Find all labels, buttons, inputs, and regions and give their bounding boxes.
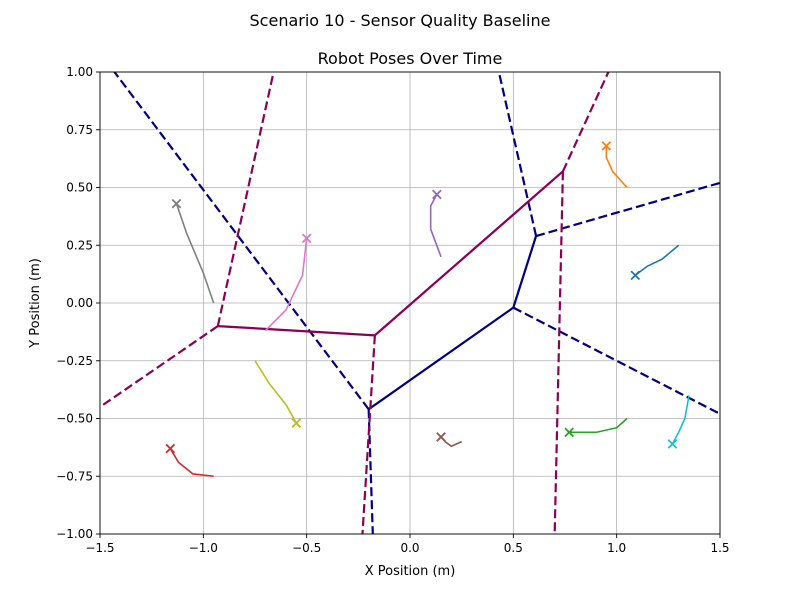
marker-stroke — [165, 443, 176, 454]
x-tick-label: 1.5 — [710, 541, 729, 555]
robot-trajectory-line — [264, 238, 308, 332]
voronoi-navy-dashed-edge — [113, 72, 370, 410]
robot-trajectory-line — [175, 203, 215, 304]
marker-stroke — [171, 198, 182, 209]
y-tick-label: −0.75 — [56, 469, 93, 483]
robot-trajectory-line — [634, 244, 680, 276]
voronoi-purple-dashed-edge — [561, 72, 610, 172]
robot-pose-marker — [165, 443, 176, 454]
robot-pose-marker — [436, 432, 446, 442]
voronoi-purple-solid-edge — [217, 325, 375, 337]
y-tick-label: 0.25 — [66, 238, 93, 252]
chart-title: Robot Poses Over Time — [318, 49, 503, 68]
y-tick-label: −1.00 — [56, 527, 93, 541]
x-tick-label: 0.0 — [400, 541, 419, 555]
x-axis-label: X Position (m) — [365, 564, 456, 579]
robot-pose-marker — [291, 418, 302, 428]
marker-stroke — [630, 270, 641, 281]
x-tick-label: −0.5 — [292, 541, 321, 555]
robot-trajectory-line — [671, 395, 690, 445]
voronoi-navy-dashed-edge — [535, 181, 720, 238]
y-tick-label: −0.25 — [56, 354, 93, 368]
robot-pose-marker — [301, 233, 312, 244]
marker-stroke — [436, 432, 446, 442]
voronoi-purple-dashed-edge — [553, 171, 565, 534]
figure-suptitle: Scenario 10 - Sensor Quality Baseline — [250, 11, 551, 30]
voronoi-navy-dashed-edge — [497, 72, 538, 237]
robot-trajectory-line — [605, 145, 628, 189]
y-tick-label: 0.00 — [66, 296, 93, 310]
marker-stroke — [564, 427, 574, 438]
robot-trajectory-line — [569, 417, 628, 434]
voronoi-navy-solid-edge — [368, 306, 514, 411]
y-axis-label: Y Position (m) — [28, 258, 43, 349]
robot-trajectory-line — [429, 194, 442, 258]
plot-content — [100, 72, 720, 534]
plot-area: −1.5 −1.0 −0.5 0.0 0.5 1.0 1.5 −1.00 −0.75 −0.50 −… — [56, 65, 729, 555]
robot-trajectory-line — [254, 360, 298, 424]
robot-trajectory-line — [169, 448, 214, 478]
robot-pose-marker — [171, 198, 182, 209]
x-tick-label: 1.0 — [607, 541, 626, 555]
y-tick-label: 0.50 — [66, 181, 93, 195]
y-tick-label: 0.75 — [66, 123, 93, 137]
marker-stroke — [432, 189, 442, 200]
robot-pose-marker — [630, 270, 641, 281]
robot-pose-marker — [667, 439, 678, 449]
x-tick-label: 0.5 — [504, 541, 523, 555]
x-tick-label: −1.5 — [85, 541, 114, 555]
voronoi-navy-solid-edge — [512, 235, 538, 308]
robot-pose-marker — [601, 141, 612, 151]
voronoi-purple-dashed-edge — [100, 325, 219, 408]
marker-stroke — [601, 141, 612, 151]
x-tick-label: −1.0 — [189, 541, 218, 555]
voronoi-purple-dashed-edge — [216, 72, 275, 327]
robot-pose-marker — [432, 189, 442, 200]
voronoi-purple-solid-edge — [374, 170, 564, 337]
marker-stroke — [301, 233, 312, 244]
y-tick-label: −0.50 — [56, 412, 93, 426]
voronoi-purple-dashed-edge — [361, 335, 376, 534]
robot-pose-marker — [564, 427, 574, 438]
marker-stroke — [667, 439, 678, 449]
y-tick-label: 1.00 — [66, 65, 93, 79]
marker-stroke — [291, 418, 302, 428]
